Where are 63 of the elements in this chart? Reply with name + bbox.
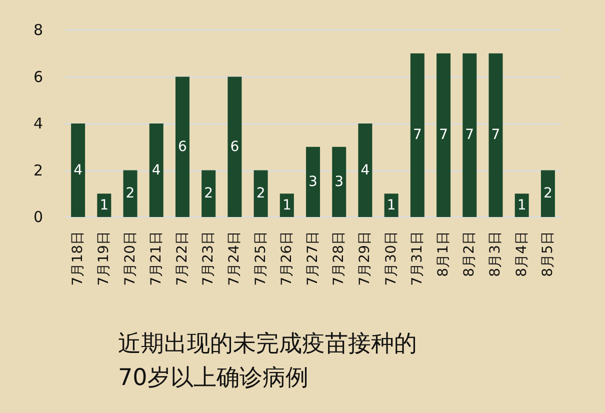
- x-tick-label: 7月18日: [70, 231, 86, 286]
- bar: [358, 124, 372, 217]
- x-tick-label: 8月1日: [436, 231, 452, 277]
- x-tick-label: 7月22日: [174, 231, 190, 286]
- x-tick-label: 7月26日: [278, 231, 295, 286]
- y-tick-label: 2: [33, 161, 43, 180]
- data-label: 3: [334, 174, 344, 190]
- x-tick-label: 7月21日: [148, 231, 164, 286]
- bar: [175, 76, 190, 217]
- data-label: 4: [74, 162, 83, 178]
- x-tick-label: 7月24日: [226, 231, 243, 286]
- x-tick-label: 7月27日: [305, 231, 321, 286]
- data-label: 1: [386, 197, 396, 214]
- data-label: 1: [517, 197, 526, 214]
- bar: [149, 124, 164, 217]
- bar: [306, 146, 320, 217]
- bar: [71, 124, 86, 217]
- bar: [228, 76, 242, 217]
- y-tick-label: 8: [33, 21, 43, 39]
- x-tick-label: 7月20日: [122, 231, 138, 286]
- bar: [540, 170, 555, 217]
- bar: [280, 194, 294, 217]
- x-tick-label: 7月29日: [357, 231, 374, 286]
- text: 近期出现的未完成疫苗接种的 70岁以上确诊病例: [118, 331, 417, 391]
- data-label: 6: [178, 138, 188, 155]
- data-label: 4: [360, 162, 370, 178]
- x-tick-label: 7月28日: [331, 231, 348, 286]
- x-tick-label: 8月4日: [514, 231, 530, 277]
- bar: [97, 194, 112, 217]
- bar: [514, 194, 529, 217]
- bar: [410, 53, 424, 217]
- x-tick-label: 7月30日: [383, 231, 400, 286]
- bar: [332, 146, 346, 217]
- x-tick-label: 8月5日: [540, 231, 556, 277]
- x-tick-label: 8月2日: [462, 231, 478, 277]
- bar: [488, 53, 503, 217]
- data-label: 7: [412, 127, 422, 144]
- bar: [254, 170, 268, 217]
- bar: [123, 170, 138, 217]
- data-label: 4: [152, 162, 161, 178]
- bar: [384, 194, 398, 217]
- y-tick-label: 4: [33, 114, 43, 132]
- y-tick-label: 0: [33, 208, 43, 226]
- data-label: 3: [308, 174, 318, 190]
- data-label: 7: [491, 127, 500, 144]
- data-label: 1: [100, 197, 109, 214]
- data-label: 2: [126, 186, 135, 202]
- data-label: 2: [256, 186, 266, 202]
- data-label: 6: [230, 138, 240, 155]
- y-tick-label: 6: [33, 68, 43, 86]
- bar: [462, 53, 477, 217]
- data-label: 2: [204, 186, 214, 202]
- data-label: 1: [282, 197, 292, 214]
- x-tick-label: 7月23日: [200, 231, 217, 286]
- data-label: 7: [465, 127, 474, 144]
- bar: [202, 170, 216, 217]
- x-tick-label: 7月25日: [252, 231, 269, 286]
- bar: [436, 53, 451, 217]
- data-label: 7: [439, 127, 448, 144]
- data-label: 2: [543, 186, 552, 202]
- x-tick-label: 7月31日: [409, 231, 426, 286]
- x-tick-label: 7月19日: [96, 231, 112, 286]
- x-tick-label: 8月3日: [488, 231, 504, 277]
